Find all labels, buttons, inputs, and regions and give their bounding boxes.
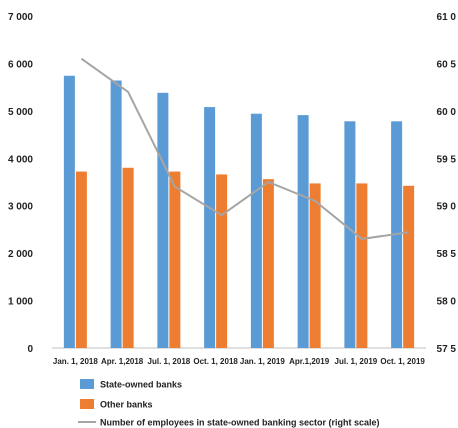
- state-owned-banks-bar: [344, 121, 356, 348]
- right-axis-tick-label: 59 5: [437, 154, 457, 165]
- left-axis-tick-label: 7 000: [8, 12, 33, 23]
- x-axis-tick-label: Oct. 1, 2019: [380, 357, 425, 366]
- x-axis-tick-label: Jul. 1, 2019: [335, 357, 378, 366]
- x-axis-tick-label: Jul. 1, 2018: [148, 357, 191, 366]
- left-axis-tick-label: 1 000: [8, 297, 33, 308]
- left-axis-ticks: 0 1 000 2 000 3 000 4 000 5 000 6 000 7 000: [8, 12, 33, 355]
- right-axis-tick-label: 57 5: [437, 344, 457, 355]
- other-banks-bar: [75, 171, 87, 348]
- x-axis-tick-label: Oct. 1, 2018: [193, 357, 238, 366]
- x-axis-tick-label: Apr.1,2019: [289, 357, 330, 366]
- other-banks-bar: [309, 183, 321, 348]
- left-axis-tick-label: 2 000: [8, 249, 33, 260]
- state-owned-banks-bar: [63, 75, 75, 348]
- right-axis-tick-label: 58 0: [437, 297, 457, 308]
- legend-swatch: [80, 399, 94, 409]
- legend: State-owned banks Other banks Number of em…: [78, 379, 380, 428]
- left-axis-tick-label: 6 000: [8, 59, 33, 70]
- x-axis-labels: Jan. 1, 2018 Apr. 1,2018 Jul. 1, 2018 Oct. …: [53, 357, 425, 366]
- other-banks-bar: [356, 183, 368, 348]
- right-axis-tick-label: 60 0: [437, 107, 457, 118]
- other-banks-bar: [169, 171, 181, 348]
- state-owned-banks-bar: [110, 80, 122, 348]
- other-banks-bar: [262, 179, 274, 348]
- x-axis-tick-label: Apr. 1,2018: [101, 357, 144, 366]
- bars: [63, 75, 415, 349]
- state-owned-banks-bar: [204, 107, 216, 348]
- right-axis-ticks: 57 5 58 0 58 5 59 0 59 5 60 0 60 5 61 0: [437, 12, 457, 355]
- legend-label: State-owned banks: [100, 380, 182, 390]
- other-banks-bar: [403, 185, 415, 348]
- state-owned-banks-bar: [157, 92, 169, 348]
- state-owned-banks-bar: [250, 113, 262, 349]
- x-axis-tick-label: Jan. 1, 2019: [240, 357, 285, 366]
- x-axis-tick-label: Jan. 1, 2018: [53, 357, 98, 366]
- other-banks-bar: [216, 174, 228, 348]
- right-axis-tick-label: 59 0: [437, 202, 457, 213]
- other-banks-bar: [122, 167, 134, 348]
- left-axis-tick-label: 0: [27, 344, 33, 355]
- left-axis-tick-label: 3 000: [8, 202, 33, 213]
- legend-label: Other banks: [100, 400, 153, 410]
- legend-swatch: [80, 379, 94, 389]
- employees-line: [80, 57, 409, 240]
- right-axis-tick-label: 61 0: [437, 12, 457, 23]
- right-axis-tick-label: 58 5: [437, 249, 457, 260]
- right-axis-tick-label: 60 5: [437, 59, 457, 70]
- left-axis-tick-label: 5 000: [8, 107, 33, 118]
- line-series: [80, 57, 409, 240]
- state-owned-banks-bar: [297, 115, 309, 348]
- legend-label: Number of employees in state-owned banki…: [100, 418, 380, 428]
- left-axis-tick-label: 4 000: [8, 154, 33, 165]
